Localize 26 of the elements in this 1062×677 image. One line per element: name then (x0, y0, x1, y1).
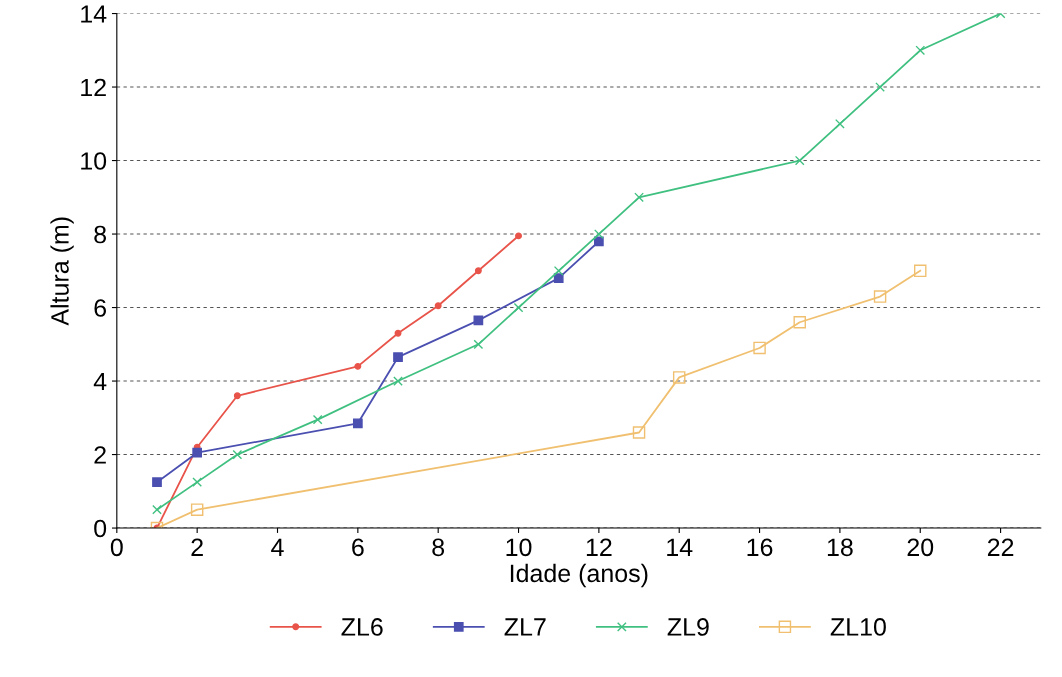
x-tick-label: 14 (667, 538, 693, 556)
legend-label: ZL6 (341, 618, 383, 636)
y-tick-label: 8 (94, 225, 107, 244)
x-tick-label: 16 (747, 538, 773, 557)
x-tick-label: 12 (586, 538, 612, 556)
y-tick-label: 0 (94, 519, 107, 538)
y-tick-label: 12 (81, 78, 106, 97)
x-tick-label: 8 (432, 538, 445, 557)
legend-label: ZL9 (667, 618, 709, 636)
y-axis-title: Altura (m) (50, 217, 74, 326)
y-tick-label: 2 (94, 446, 106, 464)
x-tick-label: 6 (352, 538, 364, 557)
y-tick-label: 14 (81, 5, 107, 23)
y-tick-label: 4 (93, 372, 107, 391)
x-tick-label: 22 (987, 538, 1014, 556)
x-tick-label: 0 (110, 538, 123, 557)
x-tick-label: 20 (907, 538, 934, 557)
x-tick-label: 18 (827, 538, 853, 557)
legend-label: ZL10 (830, 618, 886, 636)
y-tick-label: 10 (81, 152, 107, 170)
x-tick-label: 10 (506, 538, 532, 557)
x-axis-title: Idade (anos) (510, 563, 648, 588)
legend-label: ZL7 (504, 618, 546, 636)
x-tick-label: 4 (271, 538, 284, 556)
x-tick-label: 2 (191, 538, 203, 556)
y-tick-label: 6 (94, 299, 106, 317)
